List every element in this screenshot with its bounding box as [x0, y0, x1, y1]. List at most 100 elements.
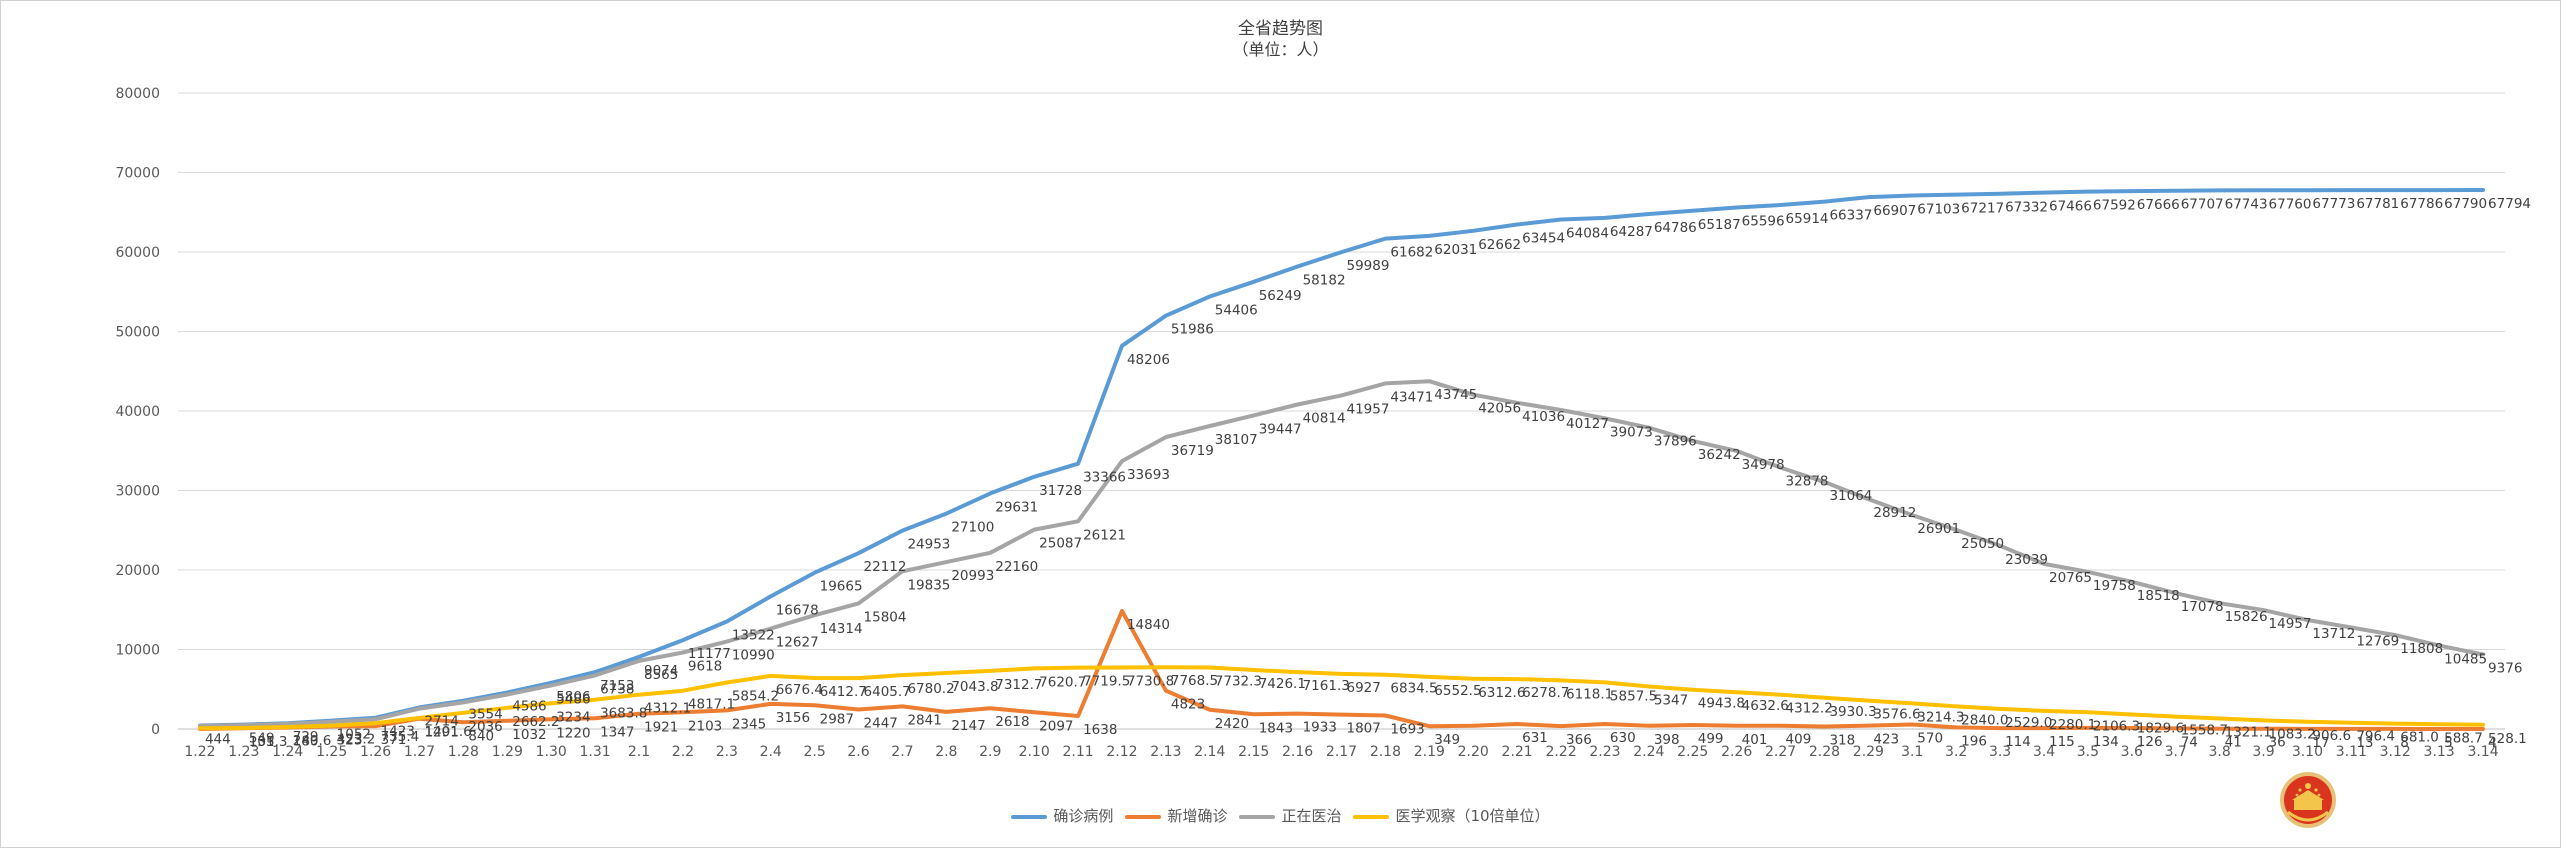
data-label: 3683.8	[600, 706, 647, 722]
data-label: 349	[1434, 732, 1460, 748]
data-label: 38107	[1215, 432, 1258, 448]
data-label: 36242	[1698, 447, 1741, 463]
data-label: 2106.3	[2093, 718, 2140, 734]
data-label: 2103	[688, 718, 722, 734]
y-tick-label: 60000	[115, 245, 160, 261]
data-label: 2147	[951, 718, 985, 734]
x-tick-label: 2.8	[935, 744, 957, 760]
data-label: 9618	[688, 659, 722, 675]
data-label: 67103	[1917, 202, 1960, 218]
data-label: 62662	[1478, 237, 1521, 253]
data-label: 1558.7	[2181, 723, 2228, 739]
data-label: 64084	[1566, 226, 1609, 242]
data-label: 67794	[2488, 196, 2531, 212]
data-label: 4817.1	[688, 697, 735, 713]
data-label: 1321.1	[2225, 724, 2272, 740]
data-label: 61682	[1390, 245, 1433, 261]
data-label: 66907	[1873, 203, 1916, 219]
data-label: 16678	[776, 602, 819, 618]
data-label: 28912	[1873, 505, 1916, 521]
data-label: 3214.3	[1917, 709, 1964, 725]
data-label: 2987	[820, 711, 854, 727]
data-label: 549	[249, 731, 275, 747]
data-label: 33693	[1127, 467, 1170, 483]
data-label: 65596	[1742, 214, 1785, 230]
x-tick-label: 3.14	[2467, 744, 2498, 760]
data-label: 1052	[337, 727, 371, 743]
data-label: 7043.8	[951, 679, 998, 695]
legend-swatch	[1011, 814, 1048, 819]
data-label: 3234	[556, 709, 590, 725]
national-emblem-icon	[2280, 772, 2336, 828]
x-tick-label: 2.26	[1721, 744, 1752, 760]
data-label: 64287	[1610, 224, 1653, 240]
data-label: 1401.6	[424, 724, 471, 740]
data-label: 631	[1522, 730, 1548, 746]
data-label: 67466	[2049, 199, 2092, 215]
data-label: 371	[381, 732, 407, 748]
data-label: 444	[205, 731, 231, 747]
data-label: 318	[1829, 732, 1855, 748]
data-label: 4586	[512, 699, 546, 715]
data-label: 1638	[1083, 722, 1117, 738]
data-label: 3576.6	[1873, 707, 1920, 723]
x-tick-label: 3.2	[1945, 744, 1967, 760]
x-tick-label: 1.27	[404, 744, 435, 760]
data-label: 131.3	[249, 734, 288, 750]
data-label: 796.4	[2356, 729, 2395, 745]
data-label: 25050	[1961, 536, 2004, 552]
data-label: 1423	[381, 724, 415, 740]
x-tick-label: 3.4	[2033, 744, 2055, 760]
data-label: 249.6	[293, 733, 332, 749]
data-label: 7426.1	[1259, 676, 1306, 692]
data-label: 6118.1	[1566, 686, 1613, 702]
data-label: 19758	[2093, 578, 2136, 594]
data-label: 67743	[2225, 196, 2268, 212]
data-label: 114	[2005, 734, 2031, 750]
data-label: 14840	[1127, 617, 1170, 633]
x-tick-label: 2.9	[979, 744, 1001, 760]
series-line	[198, 188, 2485, 728]
y-tick-label: 0	[151, 722, 160, 738]
data-label: 37896	[1654, 434, 1697, 450]
data-label: 20765	[2049, 570, 2092, 586]
x-tick-label: 2.29	[1853, 744, 1884, 760]
data-label: 630	[1610, 730, 1636, 746]
x-tick-label: 3.12	[2380, 744, 2411, 760]
data-label: 366	[1566, 732, 1592, 748]
data-label: 401	[1742, 732, 1768, 748]
data-label: 3930.3	[1829, 704, 1876, 720]
data-label: 12769	[2356, 633, 2399, 649]
data-label: 43745	[1434, 387, 1477, 403]
data-label: 65914	[1786, 211, 1829, 227]
data-label: 18518	[2137, 588, 2180, 604]
data-label: 9376	[2488, 660, 2522, 676]
x-tick-label: 3.7	[2165, 744, 2187, 760]
x-tick-label: 1.29	[492, 744, 523, 760]
data-label: 5486	[556, 691, 590, 707]
x-tick-label: 2.15	[1238, 744, 1269, 760]
data-label: 1083.2	[2269, 726, 2316, 742]
data-label: 5347	[1654, 692, 1688, 708]
chart-legend: 确诊病例 新增确诊 正在医治 医学观察（10倍单位）	[0, 805, 2561, 826]
data-label: 735.4	[381, 729, 420, 745]
data-label: 29631	[995, 499, 1038, 515]
data-label: 23039	[2005, 552, 2048, 568]
data-label: 31064	[1829, 488, 1872, 504]
data-label: 14314	[820, 621, 863, 637]
data-label: 7620.7	[1039, 674, 1086, 690]
x-tick-label: 2.23	[1589, 744, 1620, 760]
chart-subtitle: （单位：人）	[1232, 40, 1329, 59]
y-tick-label: 20000	[115, 563, 160, 579]
data-label: 3554	[468, 707, 502, 723]
x-tick-label: 2.28	[1809, 744, 1840, 760]
x-tick-label: 2.5	[803, 744, 825, 760]
legend-label: 正在医治	[1281, 807, 1342, 825]
data-label: 36719	[1171, 443, 1214, 459]
data-label: 14957	[2269, 616, 2312, 632]
data-label: 10990	[732, 648, 775, 664]
data-label: 681.0	[2400, 730, 2439, 746]
data-label: 1347	[600, 724, 634, 740]
data-label: 13712	[2312, 626, 2355, 642]
data-label: 41957	[1347, 401, 1390, 417]
